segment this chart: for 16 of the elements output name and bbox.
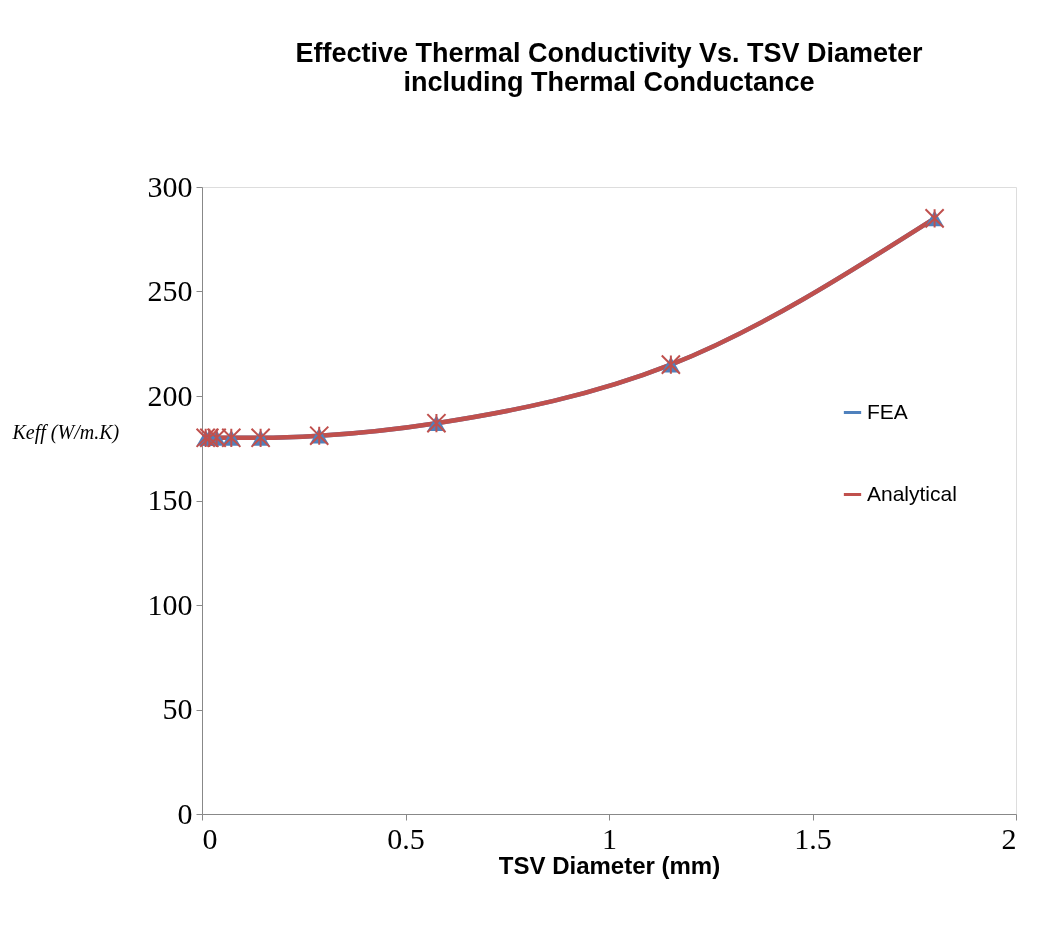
y-tick-label: 100 [147, 587, 193, 621]
y-tick-label: 50 [162, 692, 193, 725]
text: including Thermal Conductance [403, 67, 815, 97]
y-tick-label: 300 [147, 169, 193, 203]
x-tick-label: 0 [202, 821, 218, 855]
y-axis-title: Keff (W/m.K) [11, 420, 120, 444]
y-tick-label: 0 [177, 796, 193, 830]
x-tick-label: 1.5 [794, 821, 832, 855]
x-tick-label: 2 [1001, 821, 1017, 855]
y-tick-label: 250 [147, 274, 193, 307]
text: Effective Thermal Conductivity Vs. TSV Diameter [295, 38, 923, 68]
x-tick-label: 0.5 [387, 821, 425, 855]
legend-label: FEA [867, 399, 908, 423]
y-tick-label: 200 [147, 378, 193, 412]
legend-label: Analytical [867, 481, 957, 505]
y-tick-label: 150 [147, 483, 193, 516]
